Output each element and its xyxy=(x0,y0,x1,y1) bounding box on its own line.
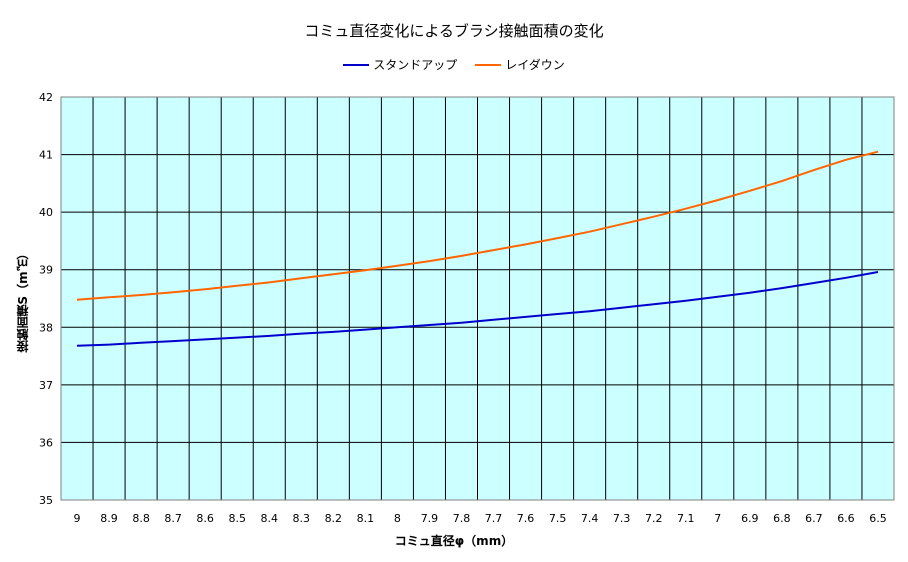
x-tick-label: 8.3 xyxy=(293,512,311,525)
legend-swatch-standup xyxy=(343,63,370,66)
legend-item-laydown: レイダウン xyxy=(475,56,565,73)
x-tick-label: 8.5 xyxy=(228,512,246,525)
plot-border xyxy=(60,96,895,501)
x-tick-label: 8 xyxy=(394,512,401,525)
legend: スタンドアップ レイダウン xyxy=(0,56,908,73)
x-tick-label: 8.2 xyxy=(325,512,343,525)
y-tick-label: 42 xyxy=(39,91,53,104)
x-tick-label: 7.8 xyxy=(453,512,471,525)
x-tick-label: 8.1 xyxy=(357,512,375,525)
y-tick-label: 35 xyxy=(39,494,53,507)
x-tick-label: 6.8 xyxy=(773,512,791,525)
x-tick-label: 8.4 xyxy=(261,512,279,525)
x-tick-label: 8.7 xyxy=(164,512,182,525)
x-tick-label: 7.7 xyxy=(485,512,503,525)
series-line-0 xyxy=(76,271,879,347)
x-tick-label: 7.1 xyxy=(677,512,695,525)
y-tick-label: 40 xyxy=(39,206,53,219)
y-tick-label: 41 xyxy=(39,149,53,162)
x-tick-label: 8.9 xyxy=(100,512,118,525)
x-tick-label: 6.5 xyxy=(869,512,887,525)
legend-label-laydown: レイダウン xyxy=(505,58,565,72)
y-tick-label: 38 xyxy=(39,321,53,334)
y-tick-label: 36 xyxy=(39,436,53,449)
legend-item-standup: スタンドアップ xyxy=(343,56,457,73)
y-tick-label: 37 xyxy=(39,379,53,392)
chart-title: コミュ直径変化によるブラシ接触面積の変化 xyxy=(304,22,604,40)
x-axis-label: コミュ直径φ（mm） xyxy=(394,534,514,548)
x-tick-label: 7.5 xyxy=(549,512,567,525)
x-tick-label: 8.8 xyxy=(132,512,150,525)
x-tick-label: 7.3 xyxy=(613,512,631,525)
x-tick-label: 7 xyxy=(714,512,721,525)
x-tick-label: 9 xyxy=(74,512,81,525)
y-tick-label: 39 xyxy=(39,264,53,277)
x-tick-label: 7.4 xyxy=(581,512,599,525)
x-tick-label: 8.6 xyxy=(196,512,214,525)
legend-swatch-laydown xyxy=(475,63,502,66)
x-tick-label: 6.7 xyxy=(805,512,823,525)
x-tick-label: 6.6 xyxy=(837,512,855,525)
x-tick-label: 7.9 xyxy=(421,512,439,525)
legend-label-standup: スタンドアップ xyxy=(373,58,458,72)
series-line-1 xyxy=(76,150,879,301)
x-tick-label: 7.2 xyxy=(645,512,663,525)
x-tick-label: 6.9 xyxy=(741,512,759,525)
x-tick-label: 7.6 xyxy=(517,512,535,525)
